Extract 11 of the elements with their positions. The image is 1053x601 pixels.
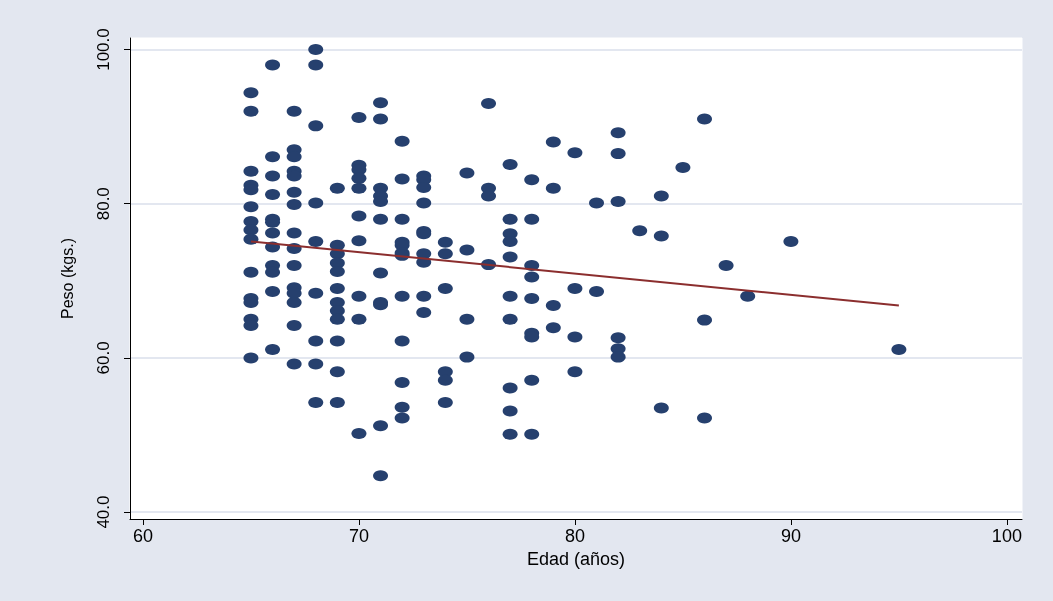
x-tick-label: 100 [991, 526, 1022, 546]
x-axis-title: Edad (años) [526, 548, 626, 569]
x-tick-label: 70 [348, 526, 369, 546]
x-tick-label: 80 [564, 526, 585, 546]
x-tick-label: 60 [132, 526, 153, 546]
x-tick-label: 90 [780, 526, 801, 546]
y-tick-label: 60.0 [94, 341, 113, 375]
y-tick-label: 40.0 [94, 495, 113, 529]
y-tick-label: 80.0 [94, 187, 113, 221]
y-axis-title: Peso (kgs.) [58, 238, 76, 319]
y-tick-label: 100.0 [94, 28, 113, 71]
